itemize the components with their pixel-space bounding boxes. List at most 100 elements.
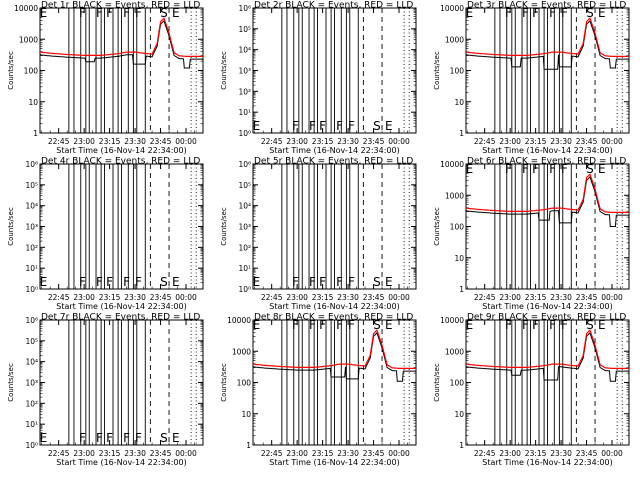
- event-letter: F: [135, 431, 142, 445]
- y-tick-label: 10¹: [238, 108, 251, 117]
- event-letter: S: [373, 318, 381, 332]
- y-tick-label: 100: [24, 67, 39, 76]
- y-axis-label: Counts/sec: [433, 207, 441, 246]
- panel-6r: Det 6r BLACK = Events, RED = LLD 1 10 100 10…: [433, 157, 630, 311]
- lld-curve: [465, 173, 629, 213]
- event-letter: S: [586, 318, 594, 332]
- x-tick-label: 23:45: [150, 293, 172, 302]
- y-axis-label: Counts/sec: [7, 207, 15, 246]
- panel-8r: Det 8r BLACK = Events, RED = LLD 1 10 100 10…: [220, 313, 417, 467]
- x-tick-label: 23:45: [576, 137, 598, 146]
- panel-title: Det 2r BLACK = Events, RED = LLD: [254, 1, 413, 11]
- y-tick-label: 10⁵: [25, 337, 38, 346]
- event-letter: F: [135, 275, 142, 289]
- panel-7r: Det 7r BLACK = Events, RED = LLD 10⁰ 10¹ 10…: [7, 313, 204, 467]
- x-axis-label: Start Time (16-Nov-14 22:34:00): [56, 302, 186, 311]
- event-letter: F: [292, 119, 299, 133]
- event-letter: F: [292, 318, 299, 332]
- event-letter: E: [385, 275, 393, 289]
- y-tick-label: 10: [454, 254, 464, 263]
- event-letter: E: [40, 275, 48, 289]
- y-tick-label: 10000: [440, 160, 464, 169]
- y-tick-label: 10⁶: [238, 160, 251, 169]
- event-letter: E: [172, 275, 180, 289]
- event-letter: F: [309, 119, 316, 133]
- x-tick-label: 23:45: [363, 449, 385, 458]
- y-tick-label: 1000: [445, 191, 464, 200]
- event-letter: S: [586, 162, 594, 176]
- event-letter: F: [309, 318, 316, 332]
- y-tick-label: 1: [459, 441, 464, 450]
- x-axis-label: Start Time (16-Nov-14 22:34:00): [269, 458, 399, 467]
- panel-title: Det 5r BLACK = Events, RED = LLD: [254, 157, 413, 167]
- y-tick-label: 1000: [232, 347, 251, 356]
- event-letter: F: [309, 275, 316, 289]
- x-tick-label: 23:30: [550, 293, 572, 302]
- panel-title: Det 9r BLACK = Events, RED = LLD: [467, 313, 626, 323]
- event-letter: F: [561, 6, 568, 20]
- x-tick-label: 23:15: [312, 293, 334, 302]
- event-letter: E: [598, 318, 606, 332]
- x-tick-label: 22:45: [474, 293, 496, 302]
- x-axis-label: Start Time (16-Nov-14 22:34:00): [269, 146, 399, 155]
- x-axis-label: Start Time (16-Nov-14 22:34:00): [269, 302, 399, 311]
- event-letter: F: [532, 318, 539, 332]
- events-curve: [465, 19, 629, 70]
- event-letter: F: [106, 6, 113, 20]
- events-curve: [39, 19, 203, 69]
- x-tick-label: 22:45: [48, 293, 70, 302]
- event-letter: F: [106, 275, 113, 289]
- event-letter: F: [292, 275, 299, 289]
- lld-curve: [252, 329, 416, 369]
- panel-title: Det 7r BLACK = Events, RED = LLD: [41, 313, 200, 323]
- y-tick-label: 10⁴: [25, 358, 38, 367]
- event-letter: F: [79, 6, 86, 20]
- y-tick-label: 100: [237, 379, 252, 388]
- event-letter: E: [466, 162, 474, 176]
- event-letter: F: [348, 318, 355, 332]
- event-letter: E: [172, 431, 180, 445]
- lld-curve: [465, 329, 629, 369]
- x-tick-label: 23:00: [286, 137, 308, 146]
- y-tick-label: 10: [241, 410, 251, 419]
- y-tick-label: 10¹: [25, 420, 38, 429]
- x-tick-label: 23:45: [363, 137, 385, 146]
- x-tick-label: 23:15: [312, 449, 334, 458]
- x-tick-label: 23:45: [576, 293, 598, 302]
- x-tick-label: 23:00: [286, 293, 308, 302]
- y-tick-label: 10⁴: [238, 46, 251, 55]
- y-tick-label: 10000: [14, 4, 38, 13]
- event-letter: E: [466, 318, 474, 332]
- y-tick-label: 10000: [440, 4, 464, 13]
- event-letter: S: [160, 275, 168, 289]
- y-tick-label: 10⁵: [238, 25, 251, 34]
- event-letter: F: [79, 431, 86, 445]
- event-letter: F: [123, 431, 130, 445]
- event-letter: F: [319, 318, 326, 332]
- y-tick-label: 10: [28, 98, 38, 107]
- x-tick-label: 23:30: [337, 449, 359, 458]
- event-letter: F: [505, 318, 512, 332]
- x-tick-label: 23:00: [73, 293, 95, 302]
- x-tick-label: 00:00: [388, 293, 410, 302]
- y-tick-label: 10⁶: [25, 160, 38, 169]
- event-letter: F: [549, 162, 556, 176]
- x-tick-label: 23:00: [73, 449, 95, 458]
- x-axis-label: Start Time (16-Nov-14 22:34:00): [56, 146, 186, 155]
- y-tick-label: 1000: [445, 35, 464, 44]
- x-axis-label: Start Time (16-Nov-14 22:34:00): [482, 302, 612, 311]
- x-tick-label: 22:45: [48, 449, 70, 458]
- event-letter: F: [336, 119, 343, 133]
- y-axis-label: Counts/sec: [7, 363, 15, 402]
- x-tick-label: 23:15: [525, 449, 547, 458]
- x-tick-label: 23:30: [337, 293, 359, 302]
- event-letter: F: [561, 318, 568, 332]
- y-tick-label: 10: [454, 410, 464, 419]
- y-tick-label: 10: [454, 98, 464, 107]
- event-letter: F: [96, 6, 103, 20]
- y-tick-label: 10³: [25, 223, 38, 232]
- y-axis-label: Counts/sec: [7, 51, 15, 90]
- panel-title: Det 1r BLACK = Events, RED = LLD: [41, 1, 200, 11]
- panel-1r: Det 1r BLACK = Events, RED = LLD 1 10 100 10…: [7, 1, 204, 155]
- y-tick-label: 10000: [227, 316, 251, 325]
